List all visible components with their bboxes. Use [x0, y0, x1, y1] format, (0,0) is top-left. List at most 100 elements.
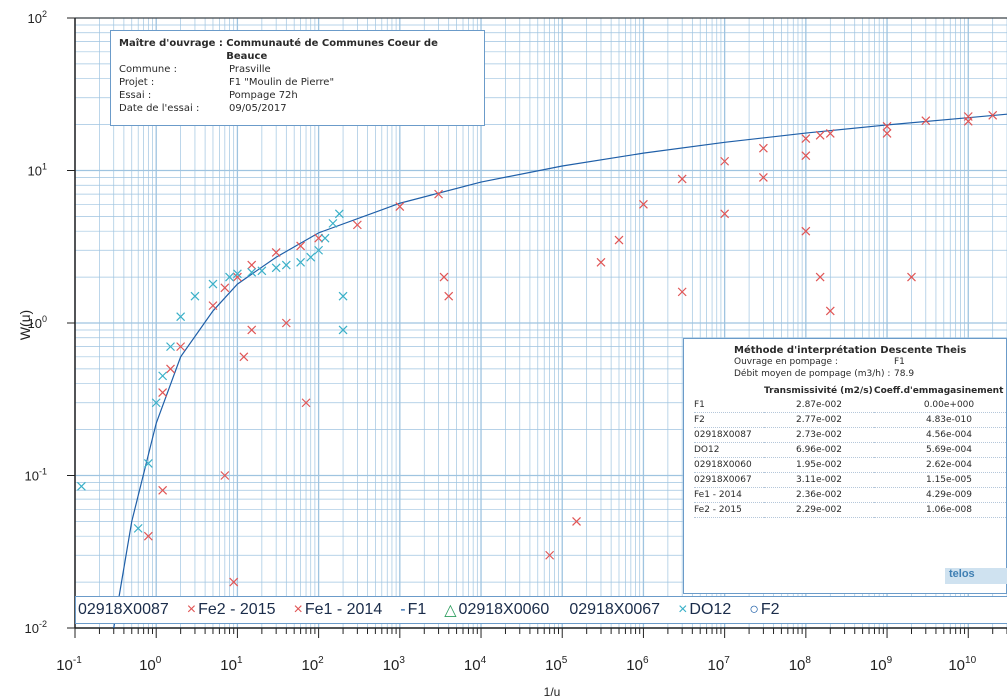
point-fe1-2014 — [614, 235, 624, 245]
point-stroke — [133, 523, 143, 533]
legend-label: 02918X0087 — [78, 601, 169, 618]
point-fe1-2014 — [232, 272, 242, 282]
info-row: Essai : Pompage 72h — [119, 89, 476, 102]
table-row: Fe1 - 2014 2.36e-002 4.29e-009 — [694, 487, 1006, 503]
point-fe2-2015 — [963, 116, 973, 126]
cell-t: 2.77e-002 — [764, 412, 874, 428]
point-stroke — [314, 245, 324, 255]
legend-label: F1 — [407, 601, 427, 618]
point-fe2-2015 — [907, 272, 916, 282]
point-fe1-2014 — [239, 352, 249, 362]
point-stroke — [572, 516, 581, 526]
logo-text: telos — [949, 568, 975, 580]
info-key: Essai : — [119, 90, 152, 101]
point-stroke — [158, 485, 168, 495]
legend-marker: - — [400, 601, 406, 618]
point-stroke — [328, 218, 338, 228]
point-02918x0087 — [143, 459, 153, 468]
point-stroke — [301, 398, 311, 408]
cell-s: 5.69e-004 — [874, 442, 1006, 458]
point-stroke — [281, 318, 291, 328]
point-stroke — [232, 272, 242, 282]
legend-marker: △ — [444, 602, 457, 619]
point-stroke — [208, 279, 218, 289]
point-stroke — [963, 116, 973, 126]
legend-item: × DO12 — [678, 601, 731, 619]
point-02918x0087 — [208, 279, 218, 289]
legend-item: △ 02918X0060 — [444, 600, 549, 620]
legend-label: F2 — [760, 601, 780, 618]
point-02918x0087 — [232, 269, 242, 279]
legend-label: DO12 — [689, 601, 732, 618]
point-02918x0087 — [133, 523, 143, 533]
x-tick-label: 10-1 — [56, 655, 82, 674]
cell-s: 4.56e-004 — [874, 427, 1006, 443]
legend-item: × Fe1 - 2014 — [294, 601, 383, 619]
legend-marker: ○ — [749, 601, 759, 618]
col-transmissivity: Transmissivité (m2/s) — [764, 386, 873, 396]
point-stroke — [247, 260, 257, 270]
point-02918x0087 — [328, 218, 338, 228]
y-tick-label: 10-1 — [25, 467, 47, 484]
point-stroke — [77, 481, 86, 491]
point-stroke — [143, 459, 153, 468]
info-row: Date de l'essai : 09/05/2017 — [119, 102, 476, 115]
point-stroke — [166, 342, 175, 352]
debit-value: 78.9 — [894, 369, 915, 379]
cell-t: 1.95e-002 — [764, 457, 874, 473]
x-tick-label: 102 — [301, 655, 324, 674]
y-tick-label: 102 — [28, 9, 47, 26]
point-fe2-2015 — [801, 226, 811, 236]
point-stroke — [166, 364, 175, 374]
point-fe2-2015 — [882, 129, 892, 138]
y-tick-label: 101 — [28, 162, 47, 179]
point-stroke — [801, 226, 811, 236]
point-02918x0087 — [225, 272, 234, 282]
point-02918x0087 — [247, 267, 257, 277]
point-fe1-2014 — [143, 531, 153, 541]
x-tick-label: 100 — [139, 655, 162, 674]
point-stroke — [220, 283, 230, 293]
cell-s: 2.62e-004 — [874, 457, 1006, 473]
point-fe1-2014 — [166, 364, 175, 374]
point-02918x0087 — [257, 266, 267, 276]
method-title: Méthode d'interprétation Descente Theis — [734, 345, 967, 356]
table-row: F1 2.87e-002 0.00e+000 — [694, 398, 1006, 413]
point-02918x0087 — [320, 233, 330, 243]
point-stroke — [176, 342, 186, 352]
point-fe1-2014 — [314, 233, 324, 243]
info-key: Date de l'essai : — [119, 103, 200, 114]
point-fe1-2014 — [596, 257, 606, 267]
point-02918x0087 — [151, 398, 161, 408]
point-stroke — [720, 156, 730, 166]
point-fe1-2014 — [352, 220, 362, 230]
info-row: Projet : F1 "Moulin de Pierre" — [119, 76, 476, 89]
cell-t: 3.11e-002 — [764, 472, 874, 488]
point-fe2-2015 — [815, 272, 825, 282]
point-02918x0087 — [306, 252, 316, 262]
point-stroke — [239, 352, 249, 362]
x-tick-label: 107 — [708, 655, 731, 674]
point-fe2-2015 — [801, 151, 811, 161]
point-fe1-2014 — [176, 342, 186, 352]
point-fe1-2014 — [825, 129, 835, 138]
point-stroke — [334, 209, 344, 219]
telos-logo: telos — [945, 568, 1007, 584]
x-tick-label: 105 — [545, 655, 568, 674]
cell-s: 1.15e-005 — [874, 472, 1006, 488]
x-tick-label: 1010 — [948, 655, 976, 674]
point-fe1-2014 — [677, 174, 687, 184]
x-tick-label: 109 — [870, 655, 893, 674]
point-stroke — [815, 272, 825, 282]
cell-t: 2.87e-002 — [764, 398, 874, 413]
point-stroke — [815, 130, 825, 140]
point-stroke — [314, 233, 324, 243]
point-fe1-2014 — [296, 241, 306, 251]
results-table: Transmissivité (m2/s) Coeff.d'emmagasine… — [694, 384, 1006, 518]
point-fe1-2014 — [758, 143, 768, 153]
point-fe1-2014 — [720, 156, 730, 166]
point-fe2-2015 — [720, 209, 730, 219]
info-value: Pompage 72h — [229, 90, 298, 101]
cell-s: 1.06e-008 — [874, 502, 1006, 518]
cell-name: 02918X0060 — [694, 457, 764, 473]
